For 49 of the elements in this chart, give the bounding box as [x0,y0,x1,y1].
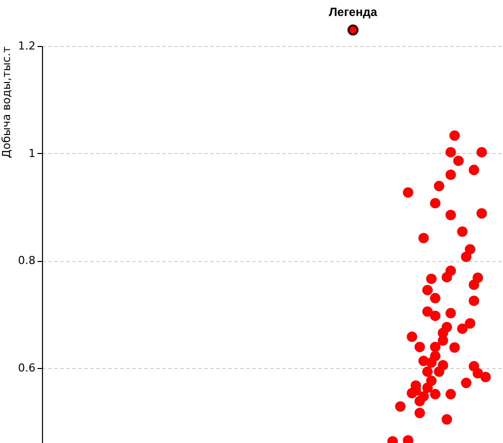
point [438,360,448,370]
point [426,274,437,284]
point [476,146,487,158]
y-axis-title: Добыча воды,тыс.т [0,46,14,158]
point [422,366,433,377]
point [422,382,433,393]
point [453,156,464,166]
point [430,342,440,352]
point [402,187,414,198]
point [468,361,480,372]
point [445,266,456,276]
point [442,322,452,332]
point [438,335,448,346]
point [406,332,418,342]
point [395,401,406,412]
point [457,323,468,334]
point [434,180,444,192]
point [445,210,456,220]
point [468,296,480,306]
point [445,308,456,318]
point [445,170,456,180]
point [476,208,487,219]
point [418,232,429,244]
point [464,318,476,329]
point [430,388,440,400]
y-tick-label: 1 [28,146,36,160]
point [430,350,440,362]
point [430,310,440,322]
y-tick-label: 0.6 [18,361,36,374]
point [418,391,429,402]
point [445,388,456,400]
point [468,164,480,176]
point [457,226,468,237]
point [414,408,425,418]
y-tick-label: 1.2 [18,40,36,52]
point [464,244,476,255]
point [422,306,433,317]
point [414,342,425,352]
point [430,198,440,208]
y-tick-label: 0.8 [18,254,36,268]
point [460,378,472,388]
point [445,146,456,158]
point [422,284,433,296]
point [468,280,480,290]
legend-title: Легенда [328,5,378,19]
point [449,130,460,141]
point [442,414,452,425]
point [449,342,460,353]
point [430,292,440,304]
